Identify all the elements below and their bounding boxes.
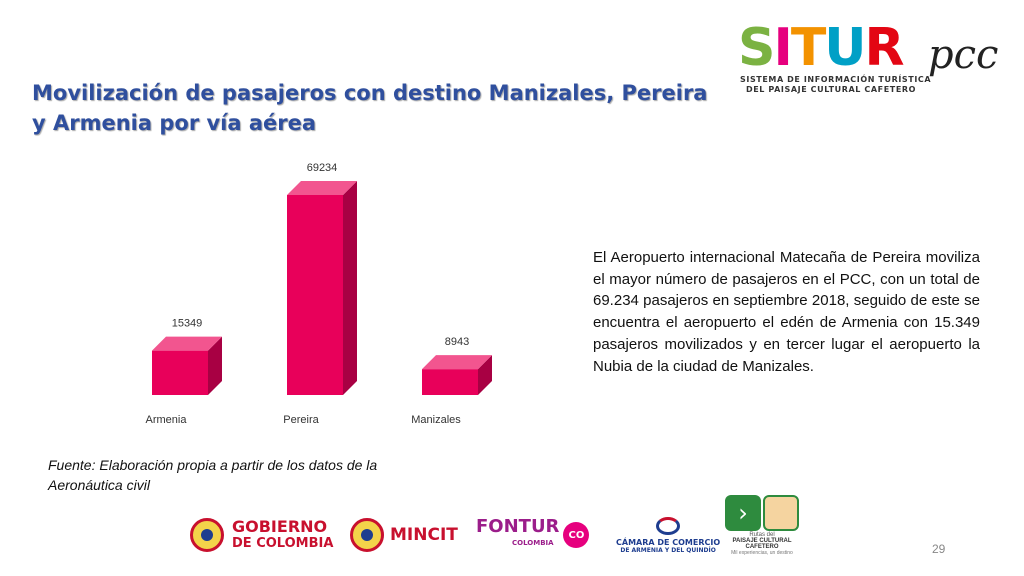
data-label: 69234 <box>307 162 338 174</box>
colombia-seal-icon <box>350 518 384 552</box>
category-label: Pereira <box>283 414 319 426</box>
camara-ribbon-icon <box>656 516 681 535</box>
gobierno-line1: GOBIERNO <box>232 517 328 536</box>
rutas-line3: Mil experiencias, un destino <box>731 550 793 556</box>
bar <box>287 195 343 395</box>
fontur-sub: COLOMBIA <box>512 539 554 547</box>
situr-logo-letter: R <box>864 18 905 78</box>
mincit-logo: MINCIT <box>350 510 458 560</box>
co-badge-icon: CO <box>563 522 590 548</box>
bar <box>152 350 208 395</box>
bar-top <box>152 336 222 351</box>
co-badge-text: CO <box>568 529 585 541</box>
fontur-logo: FONTUR COLOMBIA CO <box>476 510 590 560</box>
slide-title: Movilización de pasajeros con destino Ma… <box>32 78 722 138</box>
camara-comercio-logo: CÁMARA DE COMERCIO DE ARMENIA Y DEL QUIN… <box>616 510 720 560</box>
slide-title-line1: Movilización de pasajeros con destino Ma… <box>32 81 708 105</box>
slide-title-line2: y Armenia por vía aérea <box>32 111 317 135</box>
situr-pcc-logo: SITUR pcc SISTEMA DE INFORMACIÓN TURÍSTI… <box>738 20 1008 100</box>
bar-top <box>422 355 492 370</box>
bar-side <box>208 336 222 395</box>
page-number: 29 <box>932 542 946 556</box>
source-note: Fuente: Elaboración propia a partir de l… <box>48 457 378 493</box>
mincit-label: MINCIT <box>390 525 458 545</box>
data-label: 8943 <box>445 336 469 348</box>
rutas-arrow-icon: › <box>725 495 761 531</box>
situr-logo-letters: SITUR <box>738 18 905 78</box>
category-label: Armenia <box>146 414 188 426</box>
camara-line2: DE ARMENIA Y DEL QUINDÍO <box>620 546 716 554</box>
chart-description: El Aeropuerto internacional Matecaña de … <box>593 249 980 375</box>
colombia-seal-icon <box>190 518 224 552</box>
bar-side <box>343 181 357 395</box>
situr-logo-pcc: pcc <box>928 32 999 78</box>
situr-logo-letter: I <box>773 18 792 78</box>
rutas-coffee-icon <box>763 495 799 531</box>
passenger-bar-chart: 15349 Armenia 69234 Pereira 8943 Manizales <box>146 162 492 426</box>
gobierno-line2: DE COLOMBIA <box>232 536 334 551</box>
situr-logo-letter: U <box>824 18 866 78</box>
situr-logo-subtitle-2: DEL PAISAJE CULTURAL CAFETERO <box>746 85 917 94</box>
situr-logo-letter: T <box>790 18 827 78</box>
bar-top <box>287 181 357 195</box>
rutas-line2: PAISAJE CULTURAL CAFETERO <box>732 538 792 550</box>
situr-logo-subtitle-1: SISTEMA DE INFORMACIÓN TURÍSTICA <box>740 75 932 84</box>
category-label: Manizales <box>411 414 461 426</box>
bar <box>422 369 478 395</box>
rutas-pcc-logo: › Rutas del PAISAJE CULTURAL CAFETERO Mi… <box>718 495 806 565</box>
gobierno-colombia-logo: GOBIERNO DE COLOMBIA <box>190 510 333 560</box>
data-label: 15349 <box>172 318 203 330</box>
rutas-line1: Rutas del <box>749 532 775 538</box>
fontur-label: FONTUR <box>476 516 560 537</box>
situr-logo-letter: S <box>738 18 775 78</box>
camara-line1: CÁMARA DE COMERCIO <box>616 537 721 547</box>
bar-side <box>478 355 492 395</box>
